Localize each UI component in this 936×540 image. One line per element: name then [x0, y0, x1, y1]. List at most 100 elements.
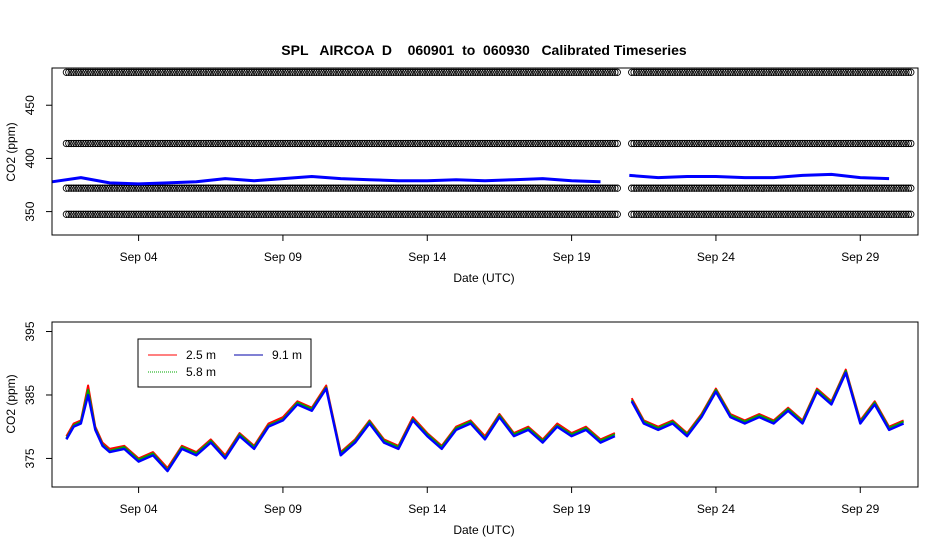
calibration-point — [288, 139, 297, 148]
calibration-point — [707, 210, 715, 218]
calibration-point — [642, 68, 650, 76]
calibration-point — [709, 139, 718, 148]
calibration-point — [765, 68, 773, 76]
bottom-x-axis: Sep 04 Sep 09 Sep 14 Sep 19 Sep 24 Sep 29 — [120, 487, 880, 516]
calibration-point — [375, 139, 383, 148]
calibration-point — [507, 139, 516, 148]
calibration-point — [269, 139, 277, 148]
calibration-point — [426, 184, 434, 192]
calibration-point — [635, 139, 643, 148]
calibration-point — [613, 210, 621, 218]
calibration-point — [260, 68, 268, 76]
calibration-point — [599, 139, 607, 148]
calibration-point — [91, 68, 99, 76]
calibration-point — [211, 210, 220, 218]
calibration-point — [428, 139, 436, 148]
calibration-point — [668, 184, 677, 192]
calibration-point — [579, 139, 588, 148]
calibration-point — [279, 184, 287, 192]
calibration-point — [284, 210, 292, 218]
calibration-point — [604, 139, 612, 148]
calibration-point — [303, 68, 311, 76]
calibration-point — [349, 68, 357, 76]
calibration-point — [510, 68, 518, 76]
calibration-point — [555, 139, 564, 148]
calibration-point — [599, 68, 607, 76]
calibration-point — [613, 184, 621, 192]
calibration-point — [421, 68, 429, 76]
calibration-point — [878, 68, 886, 76]
calibration-point — [168, 184, 176, 192]
calibration-point — [503, 139, 511, 148]
calibration-point — [762, 139, 771, 148]
calibration-point — [312, 68, 321, 76]
calibration-point — [587, 184, 595, 192]
calibration-point — [753, 68, 761, 76]
calibration-point — [216, 139, 225, 148]
calibration-point — [77, 139, 85, 148]
calibration-point — [572, 210, 581, 218]
calibration-point — [406, 68, 415, 76]
calibration-point — [649, 68, 658, 76]
calibration-point — [476, 210, 484, 218]
calibration-point — [803, 210, 811, 218]
calibration-point — [173, 210, 181, 218]
calibration-point — [690, 68, 698, 76]
calibration-point — [887, 68, 896, 76]
calibration-point — [322, 68, 330, 76]
calibration-point — [226, 68, 234, 76]
calibration-point — [601, 210, 609, 218]
calibration-point — [380, 210, 388, 218]
calibration-point — [822, 184, 831, 192]
calibration-point — [308, 139, 316, 148]
calibration-point — [243, 210, 251, 218]
calibration-point — [298, 139, 306, 148]
calibration-point — [789, 184, 797, 192]
calibration-point — [892, 184, 901, 192]
calibration-point — [146, 184, 155, 192]
calibration-point — [570, 139, 578, 148]
calibration-point — [235, 68, 244, 76]
calibration-point — [483, 184, 492, 192]
calibration-point — [471, 68, 480, 76]
calibration-point — [113, 68, 121, 76]
calibration-point — [209, 68, 217, 76]
calibration-point — [204, 210, 213, 218]
calibration-point — [385, 139, 393, 148]
calibration-point — [611, 139, 619, 148]
calibration-point — [452, 210, 460, 218]
calibration-point — [469, 210, 477, 218]
calibration-point — [120, 68, 128, 76]
calibration-point — [796, 210, 804, 218]
calibration-point — [459, 184, 467, 192]
calibration-point — [567, 210, 576, 218]
calibration-point — [231, 184, 239, 192]
calibration-point — [337, 139, 345, 148]
calibration-point — [770, 184, 778, 192]
calibration-point — [733, 210, 742, 218]
calibration-point — [661, 68, 670, 76]
calibration-point — [322, 210, 330, 218]
calibration-point — [308, 68, 316, 76]
calibration-point — [594, 184, 602, 192]
calibration-point — [382, 68, 391, 76]
calibration-point — [486, 68, 494, 76]
calibration-point — [334, 184, 342, 192]
calibration-point — [774, 210, 783, 218]
calibration-point — [604, 68, 612, 76]
calibration-point — [587, 139, 595, 148]
calibration-point — [118, 210, 126, 218]
chart-title: SPL AIRCOA D 060901 to 060930 Calibrated… — [281, 42, 687, 58]
calibration-point — [445, 184, 453, 192]
calibration-point — [628, 210, 636, 218]
calibration-point — [180, 68, 188, 76]
calibration-point — [368, 210, 376, 218]
calibration-point — [678, 184, 686, 192]
calibration-point — [300, 184, 309, 192]
calibration-point — [262, 139, 270, 148]
calibration-point — [151, 139, 160, 148]
calibration-point — [652, 184, 660, 192]
calibration-point — [466, 210, 475, 218]
calibration-point — [149, 184, 157, 192]
calibration-point — [274, 210, 282, 218]
